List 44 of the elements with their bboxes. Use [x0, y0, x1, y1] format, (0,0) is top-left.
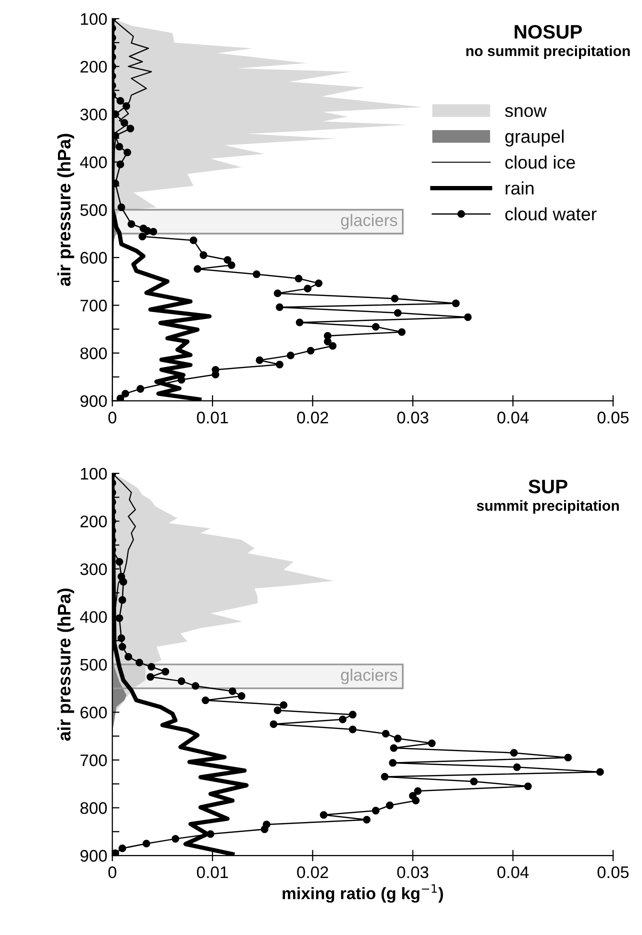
y-tick-label: 700 [80, 754, 107, 766]
x-tick-label: 0.04 [497, 412, 529, 424]
legend-label: cloud ice [505, 155, 575, 169]
x-tick-label: 0.01 [196, 412, 228, 424]
y-axis-title: air pressure (hPa) [57, 588, 74, 741]
x-tick-label: 0.02 [297, 412, 328, 424]
x-axis-title: mixing ratio (g kg$^{−1}$) [282, 884, 443, 903]
y-tick-label: 500 [80, 658, 107, 671]
y-tick-label: 600 [80, 252, 107, 264]
y-tick-label: 100 [80, 13, 107, 25]
y-tick-label: 700 [80, 300, 107, 312]
y-tick-label: 100 [80, 468, 107, 480]
x-tick-label: 0.05 [598, 412, 629, 424]
y-tick-label: 300 [80, 563, 107, 576]
y-tick-label: 300 [80, 108, 107, 120]
y-tick-label: 400 [80, 156, 107, 168]
band-label: glaciers [341, 214, 398, 230]
text: summit precipitation [476, 500, 619, 514]
y-tick-label: 200 [80, 60, 107, 73]
legend-label: cloud water [505, 207, 597, 220]
legend-label: rain [506, 181, 534, 195]
x-tick-label: 0.05 [598, 866, 629, 878]
y-tick-label: 500 [80, 204, 107, 216]
x-tick-label: 0.01 [196, 866, 228, 878]
y-tick-label: 400 [80, 611, 107, 623]
y-tick-label: 900 [80, 395, 107, 408]
y-tick-label: 900 [80, 850, 107, 862]
x-tick-label: 0.03 [397, 866, 428, 878]
text: no summit precipitation [466, 45, 630, 60]
chart-title: SUP [528, 480, 568, 494]
y-tick-label: 600 [80, 706, 107, 718]
x-tick-label: 0.04 [497, 866, 529, 878]
x-tick-label: 0 [108, 412, 116, 424]
legend-label: snow [505, 107, 547, 118]
band-label: glaciers [341, 668, 398, 684]
legend-label: graupel [505, 130, 564, 146]
chart-title: NOSUP [514, 24, 582, 39]
y-tick-label: 800 [80, 802, 107, 814]
y-tick-label: 800 [80, 347, 107, 360]
x-tick-label: 0.03 [397, 412, 428, 424]
x-tick-label: 0 [108, 866, 116, 878]
x-tick-label: 0.02 [297, 866, 328, 878]
y-tick-label: 200 [80, 516, 107, 528]
y-axis-title: air pressure (hPa) [57, 134, 74, 286]
